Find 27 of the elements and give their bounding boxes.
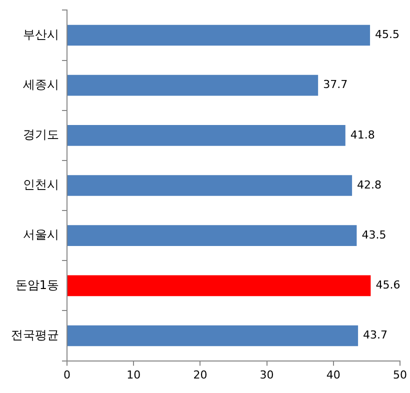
- y-tick-label: 부산시: [23, 27, 59, 42]
- x-tick-label: 20: [193, 368, 208, 382]
- data-label: 43.7: [363, 328, 388, 342]
- bar: [68, 175, 352, 196]
- data-label: 42.8: [357, 178, 382, 192]
- x-tick-label: 50: [393, 368, 407, 382]
- data-label: 45.6: [376, 278, 400, 292]
- x-tick-label: 0: [64, 368, 70, 382]
- x-tick-label: 40: [326, 368, 340, 382]
- y-tick-label: 서울시: [23, 228, 59, 242]
- data-label: 45.5: [375, 28, 400, 42]
- data-label: 43.5: [362, 228, 386, 242]
- bar: [68, 225, 357, 246]
- y-tick-label: 경기도: [23, 128, 59, 142]
- y-tick-label: 전국평균: [11, 328, 59, 342]
- x-tick-label: 10: [126, 368, 141, 382]
- x-tick-label: 30: [260, 368, 274, 382]
- bar: [68, 325, 358, 346]
- data-label: 37.7: [323, 78, 348, 92]
- y-tick-label: 세종시: [23, 77, 59, 92]
- bar: [68, 124, 346, 146]
- bar: [68, 275, 371, 296]
- data-label: 41.8: [350, 128, 375, 142]
- bar: [68, 24, 370, 46]
- bar: [68, 74, 318, 96]
- y-tick-label: 인천시: [23, 178, 59, 192]
- y-tick-label: 돈암1동: [15, 278, 59, 292]
